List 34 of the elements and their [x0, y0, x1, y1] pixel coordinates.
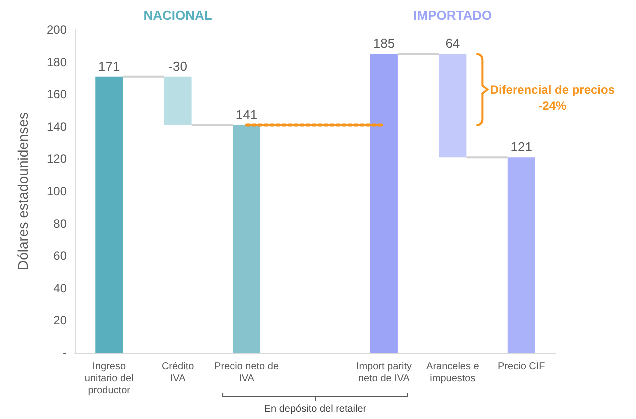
data-label: 64 [446, 36, 460, 52]
x-tick-label: Aranceles e impuestos [426, 362, 480, 384]
text: NACIONAL [144, 8, 212, 23]
text: En depósito del retailer [264, 404, 368, 415]
x-tick-label: Precio neto de IVA [214, 362, 280, 384]
y-tick-label: 160 [46, 88, 68, 102]
data-label: 121 [510, 140, 532, 155]
bar [164, 76, 192, 126]
x-tick-label: Import parity neto de IVA [356, 362, 412, 384]
data-label: -30 [168, 58, 188, 74]
bar [439, 54, 467, 158]
y-tick-label: 200 [46, 23, 68, 37]
x-tick-label: Precio CIF [498, 362, 546, 372]
y-tick-label: 180 [46, 55, 68, 70]
y-axis-title: Dólares estadounidenses [15, 112, 31, 270]
bar [233, 125, 261, 353]
x-tick-label: Crédito IVA [162, 362, 195, 384]
y-tick-label: 20 [54, 314, 68, 328]
bar [508, 158, 536, 353]
bar [370, 54, 398, 353]
y-tick-label: 120 [46, 152, 68, 166]
bar [96, 76, 124, 353]
data-label: 141 [236, 107, 258, 122]
data-label: 185 [373, 36, 396, 52]
annotation: Diferencial de precios -24% [490, 82, 616, 113]
y-tick-label: 80 [54, 216, 68, 231]
y-tick-label: 60 [54, 249, 68, 264]
data-label: 171 [98, 58, 120, 74]
text: IMPORTADO [414, 8, 492, 23]
y-tick-label: 40 [54, 281, 68, 296]
y-tick-label: - [63, 346, 67, 360]
x-tick-label: Ingreso unitario del productor [84, 362, 134, 396]
y-tick-label: 140 [46, 120, 68, 134]
y-tick-label: 100 [46, 184, 68, 198]
